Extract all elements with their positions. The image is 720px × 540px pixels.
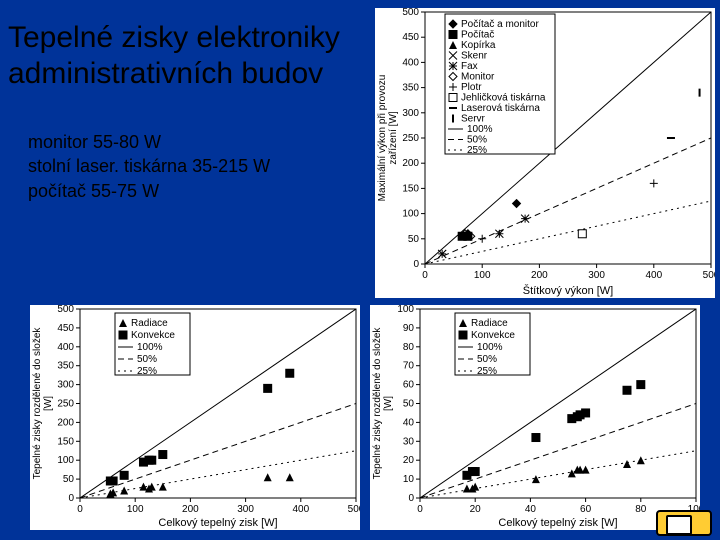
svg-text:Počítač: Počítač [461, 30, 494, 41]
monitor-icon [656, 510, 712, 536]
svg-text:zařízení [W]: zařízení [W] [388, 111, 399, 165]
svg-text:50: 50 [63, 474, 75, 485]
svg-text:40: 40 [403, 417, 415, 428]
svg-text:60: 60 [403, 380, 415, 391]
svg-text:50%: 50% [137, 354, 157, 365]
svg-text:150: 150 [402, 183, 419, 194]
svg-text:Konvekce: Konvekce [131, 330, 175, 341]
svg-text:200: 200 [182, 504, 199, 515]
svg-text:500: 500 [57, 305, 74, 315]
svg-text:450: 450 [402, 32, 419, 43]
body-text: monitor 55-80 W stolní laser. tiskárna 3… [28, 130, 270, 203]
svg-text:0: 0 [68, 493, 74, 504]
svg-text:400: 400 [57, 342, 74, 353]
svg-text:Celkový tepelný zisk [W]: Celkový tepelný zisk [W] [498, 517, 617, 529]
svg-text:0: 0 [77, 504, 83, 515]
svg-text:20: 20 [470, 504, 482, 515]
svg-text:Skenr: Skenr [461, 51, 488, 62]
chart-bottom-left: 0 100 200 300 400 500 0 50 100 150 200 250 300 350 400… [30, 305, 360, 530]
slide-title: Tepelné zisky elektroniky administrativn… [8, 20, 340, 92]
svg-text:150: 150 [57, 436, 74, 447]
title-line-2: administrativních budov [8, 56, 340, 92]
svg-text:50: 50 [408, 234, 420, 245]
svg-text:500: 500 [348, 504, 360, 515]
svg-text:50%: 50% [477, 354, 497, 365]
svg-text:200: 200 [531, 270, 548, 281]
svg-text:Konvekce: Konvekce [471, 330, 515, 341]
svg-text:350: 350 [57, 361, 74, 372]
svg-text:100%: 100% [467, 124, 493, 135]
body-line-1: monitor 55-80 W [28, 130, 270, 154]
svg-text:350: 350 [402, 83, 419, 94]
svg-text:100: 100 [127, 504, 144, 515]
svg-text:70: 70 [403, 361, 415, 372]
svg-text:Radiace: Radiace [471, 318, 508, 329]
svg-text:Radiace: Radiace [131, 318, 168, 329]
svg-text:50: 50 [403, 399, 415, 410]
chart-top: 0 100 200 300 400 500 0 50 100 150 200 250 300 350 400… [375, 8, 715, 298]
svg-text:90: 90 [403, 323, 415, 334]
svg-text:200: 200 [57, 417, 74, 428]
svg-text:10: 10 [403, 474, 415, 485]
svg-text:20: 20 [403, 455, 415, 466]
svg-text:100: 100 [397, 305, 414, 315]
svg-text:250: 250 [402, 133, 419, 144]
svg-text:[W]: [W] [383, 396, 394, 411]
svg-text:80: 80 [403, 342, 415, 353]
svg-text:25%: 25% [467, 145, 487, 156]
svg-text:300: 300 [588, 270, 605, 281]
svg-text:0: 0 [408, 493, 414, 504]
svg-text:Maximální výkon při provozu: Maximální výkon při provozu [377, 75, 388, 202]
svg-text:Tepelné zisky rozdělené do slo: Tepelné zisky rozdělené do složek [372, 327, 383, 480]
svg-text:250: 250 [57, 399, 74, 410]
svg-text:Servr: Servr [461, 114, 486, 125]
svg-text:Celkový tepelný zisk [W]: Celkový tepelný zisk [W] [158, 517, 277, 529]
body-line-2: stolní laser. tiskárna 35-215 W [28, 154, 270, 178]
svg-text:450: 450 [57, 323, 74, 334]
svg-text:100%: 100% [137, 342, 163, 353]
svg-text:Monitor: Monitor [461, 72, 495, 83]
svg-text:400: 400 [402, 57, 419, 68]
svg-text:500: 500 [703, 270, 715, 281]
svg-text:500: 500 [402, 8, 419, 18]
body-line-3: počítač 55-75 W [28, 179, 270, 203]
svg-text:25%: 25% [137, 366, 157, 377]
svg-text:300: 300 [237, 504, 254, 515]
svg-text:100: 100 [57, 455, 74, 466]
svg-text:0: 0 [417, 504, 423, 515]
svg-text:50%: 50% [467, 135, 487, 146]
svg-text:Počítač a monitor: Počítač a monitor [461, 19, 539, 30]
svg-text:Tepelné zisky rozdělené do slo: Tepelné zisky rozdělené do složek [32, 327, 43, 480]
svg-text:Štítkový výkon [W]: Štítkový výkon [W] [523, 284, 613, 297]
svg-text:200: 200 [402, 158, 419, 169]
svg-text:Jehličková tiskárna: Jehličková tiskárna [461, 93, 546, 104]
svg-text:80: 80 [635, 504, 647, 515]
svg-text:100%: 100% [477, 342, 503, 353]
svg-text:0: 0 [413, 259, 419, 270]
svg-text:40: 40 [525, 504, 537, 515]
svg-text:100: 100 [474, 270, 491, 281]
svg-text:400: 400 [292, 504, 309, 515]
svg-text:60: 60 [580, 504, 592, 515]
svg-text:300: 300 [57, 380, 74, 391]
svg-text:Laserová tiskárna: Laserová tiskárna [461, 103, 540, 114]
svg-text:25%: 25% [477, 366, 497, 377]
title-line-1: Tepelné zisky elektroniky [8, 20, 340, 56]
svg-text:Fax: Fax [461, 61, 478, 72]
svg-text:Kopírka: Kopírka [461, 40, 496, 51]
svg-text:100: 100 [402, 209, 419, 220]
svg-text:[W]: [W] [43, 396, 54, 411]
svg-text:Plotr: Plotr [461, 82, 482, 93]
chart-bottom-right: 0204060801000102030405060708090100Celkov… [370, 305, 700, 530]
svg-text:30: 30 [403, 436, 415, 447]
svg-text:300: 300 [402, 108, 419, 119]
svg-text:400: 400 [645, 270, 662, 281]
svg-text:0: 0 [422, 270, 428, 281]
